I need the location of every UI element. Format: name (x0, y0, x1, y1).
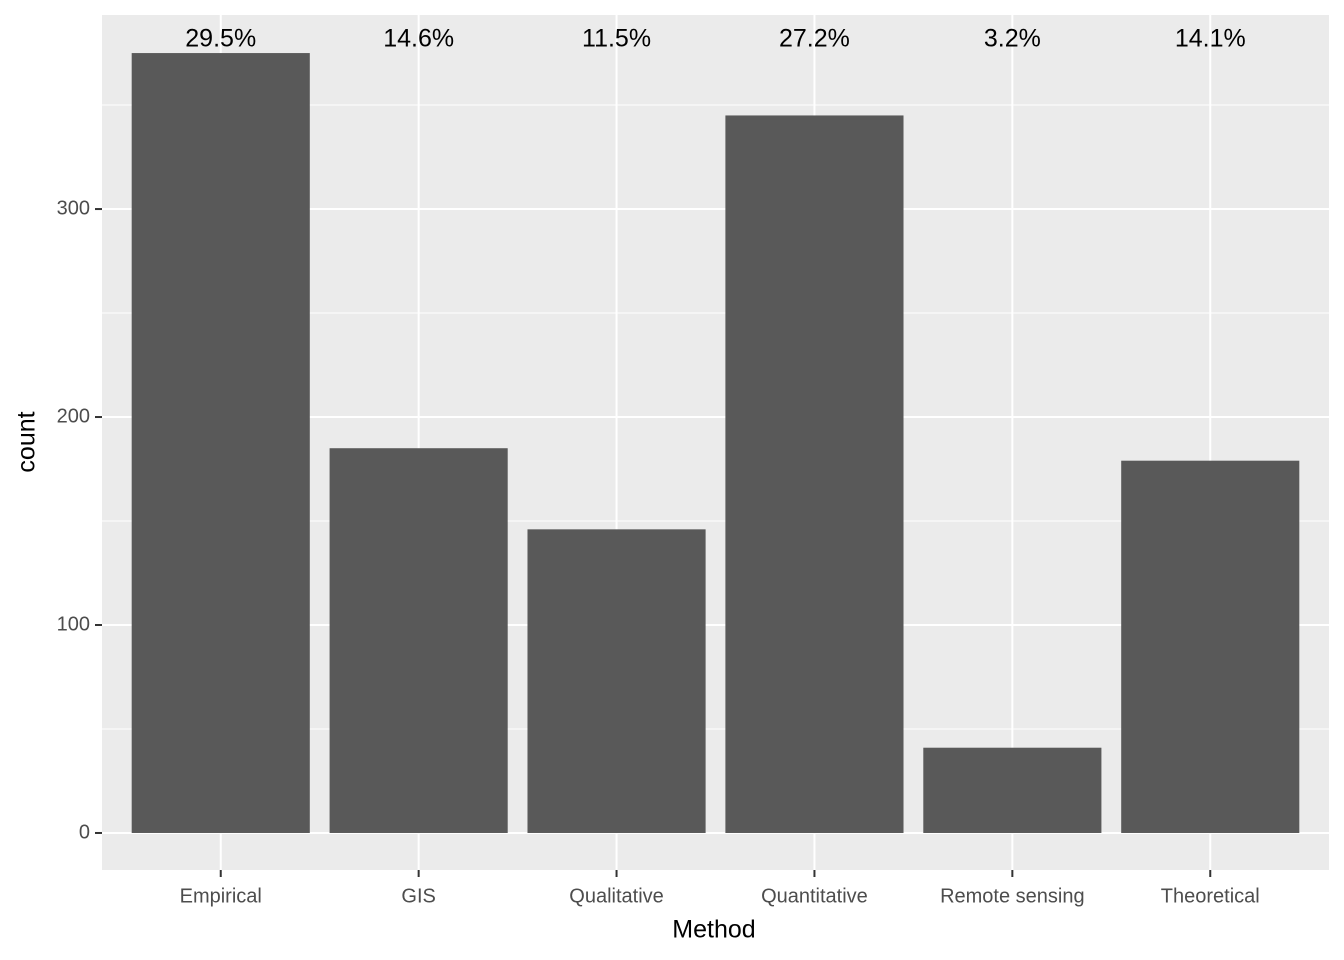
x-axis-title: Method (672, 916, 755, 944)
bar (131, 53, 310, 833)
bar-label: 27.2% (779, 25, 850, 53)
x-tick-label: Remote sensing (940, 885, 1085, 907)
bar-label: 14.1% (1175, 25, 1246, 53)
bar (725, 115, 904, 833)
bar-label: 29.5% (185, 25, 256, 53)
bar (923, 747, 1102, 833)
x-tick-label: Theoretical (1161, 885, 1260, 907)
bar-label: 14.6% (383, 25, 454, 53)
y-tick-label: 300 (57, 197, 90, 219)
y-tick-label: 100 (57, 613, 90, 635)
bar-label: 3.2% (984, 25, 1041, 53)
bar (527, 529, 706, 833)
bar (329, 448, 508, 833)
bar-label: 11.5% (582, 25, 651, 53)
x-tick-label: Qualitative (569, 885, 664, 907)
x-tick-label: Empirical (180, 885, 262, 907)
x-tick-label: Quantitative (761, 885, 868, 907)
y-tick-label: 0 (79, 821, 90, 843)
y-tick-label: 200 (57, 405, 90, 427)
bar (1121, 460, 1300, 833)
y-axis-title: count (13, 411, 41, 472)
x-tick-label: GIS (401, 885, 435, 907)
